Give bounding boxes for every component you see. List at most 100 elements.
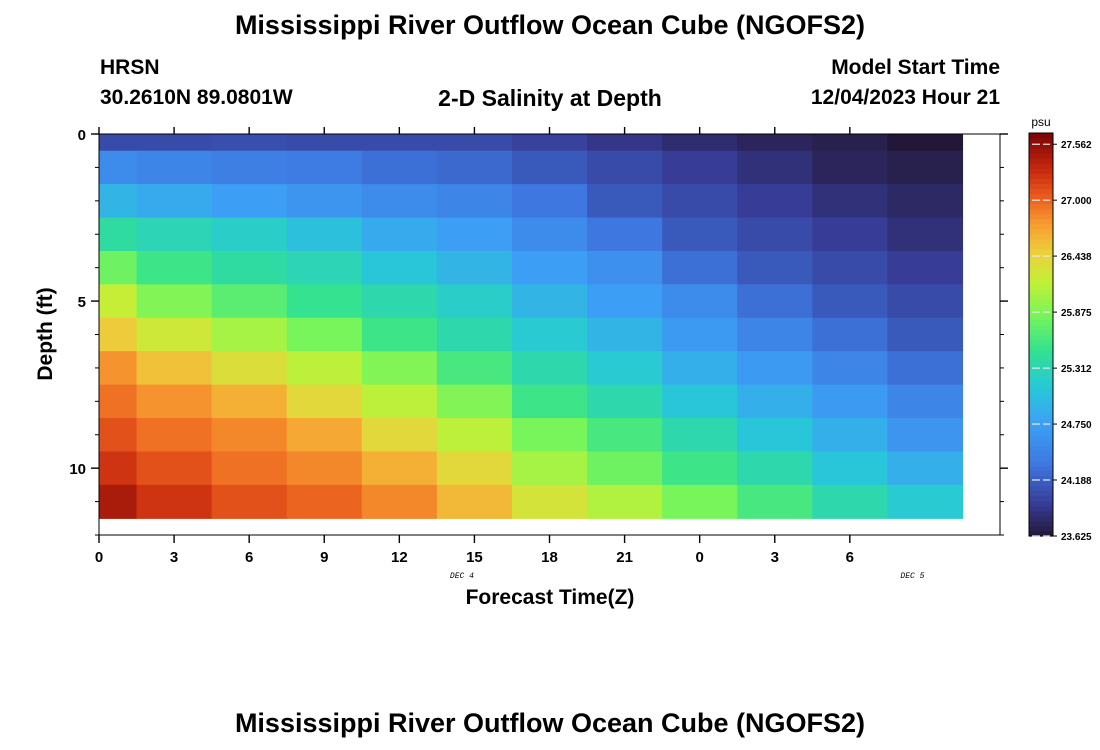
colorbar-band xyxy=(1029,168,1053,174)
colorbar-band xyxy=(1029,138,1053,144)
heatmap-cell xyxy=(511,484,588,519)
heatmap-cell xyxy=(361,284,438,319)
heatmap-cell xyxy=(812,184,888,219)
colorbar-band xyxy=(1029,319,1053,326)
heatmap-cell xyxy=(286,184,363,219)
heatmap-cell xyxy=(662,351,738,386)
x-tick-label: 18 xyxy=(541,549,558,566)
model-start-value: 12/04/2023 Hour 21 xyxy=(810,86,1000,109)
heatmap-cell xyxy=(361,134,438,152)
heatmap-cell xyxy=(812,317,888,352)
colorbar-band xyxy=(1029,158,1053,164)
colorbar-band xyxy=(1029,324,1053,331)
heatmap-cell xyxy=(887,217,964,252)
heatmap-cell xyxy=(286,217,363,252)
colorbar-unit: psu xyxy=(1031,115,1050,129)
heatmap-cell xyxy=(436,184,513,219)
heatmap-cell xyxy=(361,484,438,519)
heatmap-cell xyxy=(136,484,213,519)
heatmap-cell xyxy=(887,134,964,152)
colorbar-band xyxy=(1029,269,1053,275)
colorbar-band xyxy=(1029,425,1053,431)
colorbar-band xyxy=(1029,314,1053,320)
heatmap-cell xyxy=(587,184,663,219)
heatmap-cell xyxy=(99,217,138,252)
colorbar-band xyxy=(1029,515,1053,522)
colorbar-band xyxy=(1029,198,1053,205)
colorbar-band xyxy=(1029,218,1053,225)
heatmap-cell xyxy=(812,217,888,252)
heatmap-cell xyxy=(587,484,663,519)
heatmap-cell xyxy=(662,451,738,486)
heatmap-cell xyxy=(737,418,813,453)
colorbar-band xyxy=(1029,399,1053,406)
heatmap-cell xyxy=(737,250,813,285)
colorbar-tick-label: 24.188 xyxy=(1061,476,1092,487)
heatmap-cell xyxy=(99,451,138,486)
heatmap-cell xyxy=(812,351,888,386)
heatmap-cell xyxy=(511,134,588,152)
colorbar-band xyxy=(1029,309,1053,315)
heatmap-cell xyxy=(211,317,288,352)
colorbar-band xyxy=(1029,420,1053,426)
colorbar-band xyxy=(1029,334,1053,341)
colorbar-band xyxy=(1029,238,1053,245)
heatmap-cell xyxy=(211,484,288,519)
heatmap-cell xyxy=(737,134,813,152)
colorbar-band xyxy=(1029,480,1053,487)
heatmap-cell xyxy=(887,250,964,285)
heatmap-cell xyxy=(99,351,138,386)
colorbar-band xyxy=(1029,213,1053,220)
heatmap-cell xyxy=(136,184,213,219)
heatmap-cell xyxy=(662,134,738,152)
colorbar-band xyxy=(1029,258,1053,265)
x-tick-label: 0 xyxy=(95,549,103,566)
chart-subtitle: 2-D Salinity at Depth xyxy=(438,85,662,111)
heatmap-cell xyxy=(436,134,513,152)
heatmap-cell xyxy=(662,250,738,285)
heatmap-cell xyxy=(737,451,813,486)
heatmap-cell xyxy=(887,184,964,219)
heatmap-cell xyxy=(136,384,213,419)
colorbar-band xyxy=(1029,460,1053,467)
colorbar-band xyxy=(1029,253,1053,260)
heatmap-cell xyxy=(361,184,438,219)
colorbar-band xyxy=(1029,530,1053,537)
x-tick-label: 3 xyxy=(771,549,779,566)
heatmap-cell xyxy=(511,451,588,486)
date-label: DEC 4 xyxy=(450,572,474,581)
heatmap-cell xyxy=(436,384,513,419)
heatmap-cell xyxy=(587,134,663,152)
colorbar-tick-label: 25.312 xyxy=(1061,364,1092,375)
heatmap-cell xyxy=(511,217,588,252)
heatmap-cell xyxy=(136,451,213,486)
heatmap-cell xyxy=(361,217,438,252)
colorbar-band xyxy=(1029,183,1053,190)
colorbar-band xyxy=(1029,435,1053,441)
colorbar-tick-label: 26.438 xyxy=(1061,252,1092,263)
colorbar-band xyxy=(1029,510,1053,517)
heatmap-cell xyxy=(361,317,438,352)
heatmap-cell xyxy=(511,418,588,453)
heatmap-cell xyxy=(887,351,964,386)
heatmap-cell xyxy=(812,384,888,419)
heatmap-cell xyxy=(436,351,513,386)
heatmap-cell xyxy=(812,284,888,319)
heatmap-cell xyxy=(587,384,663,419)
x-tick-label: 3 xyxy=(170,549,178,566)
x-tick-label: 15 xyxy=(466,549,483,566)
colorbar-band xyxy=(1029,284,1053,290)
heatmap-cell xyxy=(99,250,138,285)
colorbar-band xyxy=(1029,369,1053,376)
colorbar-band xyxy=(1029,440,1053,446)
colorbar-band xyxy=(1029,495,1053,502)
heatmap-cell xyxy=(99,384,138,419)
colorbar-band xyxy=(1029,153,1053,159)
colorbar-band xyxy=(1029,405,1053,411)
colorbar-tick-label: 27.000 xyxy=(1061,196,1092,207)
colorbar-band xyxy=(1029,248,1053,255)
heatmap-cell xyxy=(136,134,213,152)
colorbar-band xyxy=(1029,379,1053,386)
heatmap-cell xyxy=(662,184,738,219)
heatmap-cell xyxy=(99,484,138,519)
